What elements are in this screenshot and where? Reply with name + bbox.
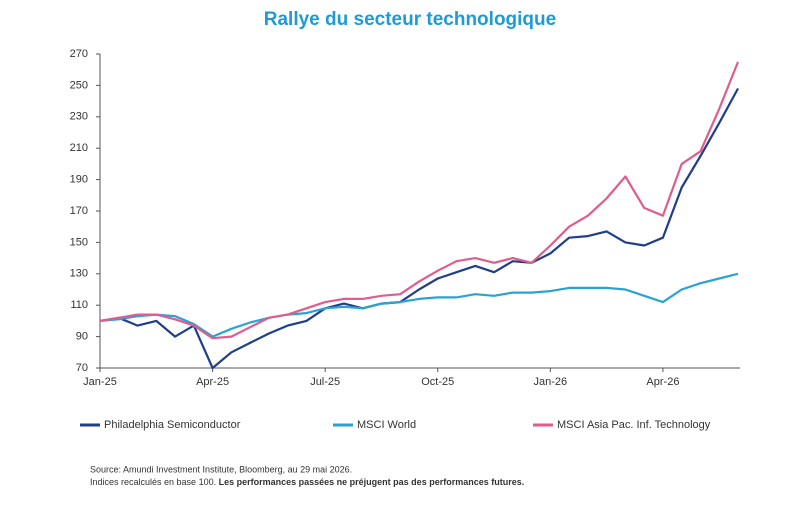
note-bold: Les performances passées ne préjugent pa… xyxy=(219,477,525,487)
y-tick-label: 110 xyxy=(70,299,88,311)
x-tick-label: Apr-25 xyxy=(196,376,229,388)
y-tick-label: 190 xyxy=(70,174,88,186)
x-tick-label: Jan-26 xyxy=(534,376,568,388)
x-tick-label: Oct-25 xyxy=(421,376,454,388)
chart-title: Rallye du secteur technologique xyxy=(264,9,556,30)
line-series xyxy=(99,61,740,340)
x-tick-label: Apr-26 xyxy=(646,376,679,388)
x-tick-label: Jan-25 xyxy=(83,376,117,388)
y-tick-label: 90 xyxy=(76,331,88,343)
line-series xyxy=(99,272,739,338)
x-tick-label: Jul-25 xyxy=(310,376,340,388)
note: Indices recalculés en base 100. Les perf… xyxy=(90,477,524,487)
legend-label: Philadelphia Semiconductor xyxy=(104,419,241,431)
legend-label: MSCI World xyxy=(357,419,416,431)
y-tick-label: 150 xyxy=(70,236,88,248)
y-tick-label: 230 xyxy=(70,111,88,123)
y-tick-label: 130 xyxy=(70,268,88,280)
legend-label: MSCI Asia Pac. Inf. Technology xyxy=(557,419,711,431)
y-tick-label: 210 xyxy=(70,142,88,154)
y-tick-label: 70 xyxy=(76,362,88,374)
y-tick-label: 270 xyxy=(70,48,88,60)
y-tick-label: 170 xyxy=(70,205,88,217)
legend: Philadelphia Semiconductor MSCI World MSCI… xyxy=(80,419,711,431)
line-series xyxy=(99,87,739,370)
y-tick-label: 250 xyxy=(70,79,88,91)
source: Source: Amundi Investment Institute, Blo… xyxy=(90,464,352,474)
note-text: Indices recalculés en base 100. xyxy=(90,477,216,487)
